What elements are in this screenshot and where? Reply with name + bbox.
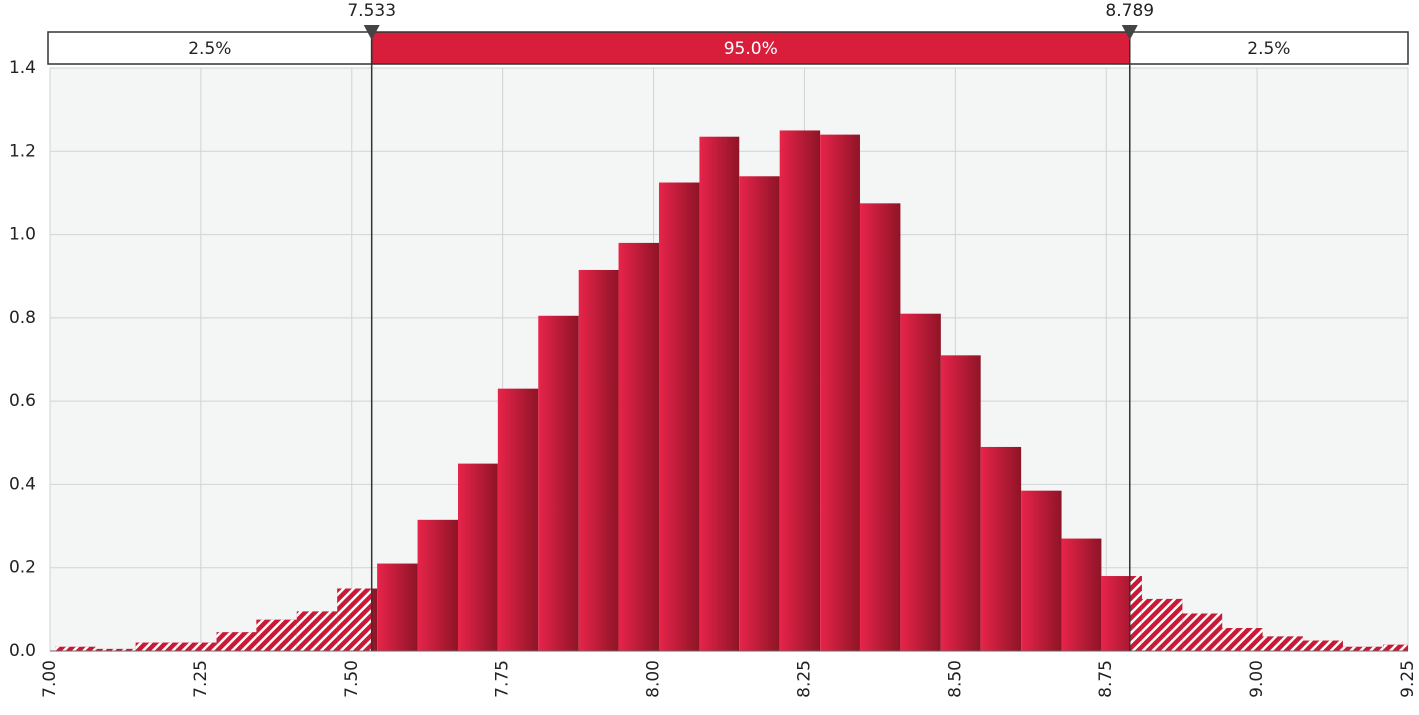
bar: [1021, 490, 1062, 651]
tail-hatch: [337, 588, 372, 651]
tail-hatch: [1262, 636, 1303, 651]
tail-hatch: [1342, 646, 1384, 651]
tail-hatch: [296, 611, 338, 651]
y-tick-label: 0.6: [9, 391, 36, 411]
band-label: 95.0%: [724, 39, 778, 59]
tail-hatch: [176, 642, 217, 651]
tail-hatch: [216, 632, 257, 651]
x-tick-label: 8.50: [945, 660, 965, 698]
y-tick-label: 0.8: [9, 308, 36, 328]
x-tick-label: 7.25: [191, 660, 211, 698]
bar: [497, 388, 539, 651]
bar: [859, 203, 901, 651]
delimiter-handle: [1121, 25, 1138, 40]
bar: [417, 519, 459, 651]
tail-hatch: [1383, 644, 1408, 651]
tail-hatch: [95, 648, 136, 651]
bar: [900, 313, 941, 651]
bar: [538, 315, 579, 651]
bar: [699, 136, 740, 651]
y-tick-label: 1.0: [9, 225, 36, 245]
x-tick-label: 7.75: [493, 660, 513, 698]
x-tick-label: 8.75: [1096, 660, 1116, 698]
probability-band: [370, 31, 1131, 65]
bar: [458, 463, 498, 651]
tail-hatch: [1302, 640, 1343, 651]
tail-hatch: [1141, 598, 1183, 651]
x-tick-label: 7.50: [342, 660, 362, 698]
bar: [658, 182, 700, 651]
tail-hatch: [1129, 576, 1142, 651]
bar: [578, 269, 619, 651]
delimiter-handle: [363, 25, 380, 40]
tail-hatch: [135, 642, 177, 651]
bar: [820, 134, 860, 651]
x-tick-label: 8.25: [794, 660, 814, 698]
bar: [940, 355, 981, 651]
bar: [739, 176, 780, 651]
tail-hatch: [256, 619, 297, 651]
x-tick-label: 7.00: [40, 660, 60, 698]
band-label: 2.5%: [1247, 39, 1290, 59]
y-tick-label: 1.2: [9, 141, 36, 161]
y-tick-label: 0.4: [9, 474, 36, 494]
delimiter-label: 8.789: [1105, 1, 1154, 21]
x-tick-label: 8.00: [644, 660, 664, 698]
x-tick-label: 9.00: [1247, 660, 1267, 698]
bar: [1061, 538, 1102, 651]
tail-hatch: [55, 646, 96, 651]
y-tick-label: 0.0: [9, 641, 36, 661]
tail-hatch: [1182, 613, 1223, 651]
bar: [377, 563, 418, 651]
bar: [779, 130, 821, 651]
probability-band: [1129, 31, 1409, 65]
y-tick-label: 0.2: [9, 558, 36, 578]
y-tick-label: 1.4: [9, 58, 36, 78]
x-tick-label: 9.25: [1398, 660, 1418, 698]
bar: [980, 446, 1022, 651]
delimiter-label: 7.533: [347, 1, 396, 21]
band-label: 2.5%: [188, 39, 231, 59]
bar: [618, 242, 659, 651]
probability-band: [47, 31, 373, 65]
tail-hatch: [1222, 628, 1263, 651]
